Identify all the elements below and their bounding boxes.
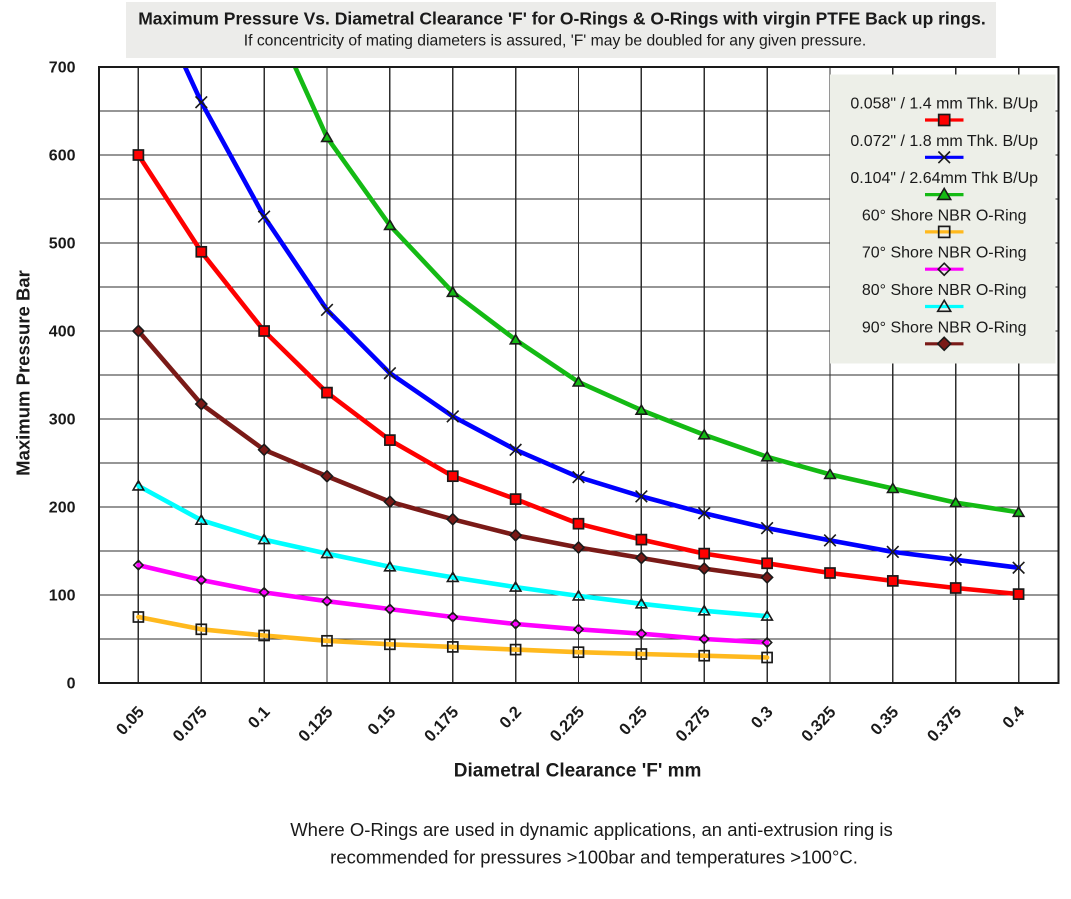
svg-text:400: 400 xyxy=(49,324,76,341)
svg-text:Maximum Pressure Vs. Diametral: Maximum Pressure Vs. Diametral Clearance… xyxy=(138,9,986,29)
svg-text:60° Shore NBR O-Ring: 60° Shore NBR O-Ring xyxy=(862,207,1027,224)
svg-text:recommended for pressures >100: recommended for pressures >100bar and te… xyxy=(330,847,858,868)
svg-text:300: 300 xyxy=(49,412,76,429)
svg-text:70° Shore NBR O-Ring: 70° Shore NBR O-Ring xyxy=(862,245,1027,262)
svg-text:700: 700 xyxy=(49,60,76,77)
svg-text:0.058" / 1.4 mm Thk. B/Up: 0.058" / 1.4 mm Thk. B/Up xyxy=(850,96,1038,113)
svg-text:If concentricity of mating dia: If concentricity of mating diameters is … xyxy=(244,33,866,50)
svg-text:0.072" / 1.8 mm Thk. B/Up: 0.072" / 1.8 mm Thk. B/Up xyxy=(850,133,1038,150)
svg-text:0.104" / 2.64mm Thk B/Up: 0.104" / 2.64mm Thk B/Up xyxy=(850,170,1038,187)
svg-text:200: 200 xyxy=(49,500,76,517)
svg-text:80° Shore NBR O-Ring: 80° Shore NBR O-Ring xyxy=(862,282,1027,299)
svg-text:600: 600 xyxy=(49,148,76,165)
svg-text:90° Shore NBR O-Ring: 90° Shore NBR O-Ring xyxy=(862,319,1027,336)
svg-text:Diametral Clearance 'F' mm: Diametral Clearance 'F' mm xyxy=(454,761,702,782)
svg-text:500: 500 xyxy=(49,236,76,253)
svg-text:Maximum Pressure Bar: Maximum Pressure Bar xyxy=(13,270,34,476)
svg-text:Where O-Rings are used in dyna: Where O-Rings are used in dynamic applic… xyxy=(290,819,893,840)
svg-text:0: 0 xyxy=(67,676,76,693)
svg-text:100: 100 xyxy=(49,588,76,605)
